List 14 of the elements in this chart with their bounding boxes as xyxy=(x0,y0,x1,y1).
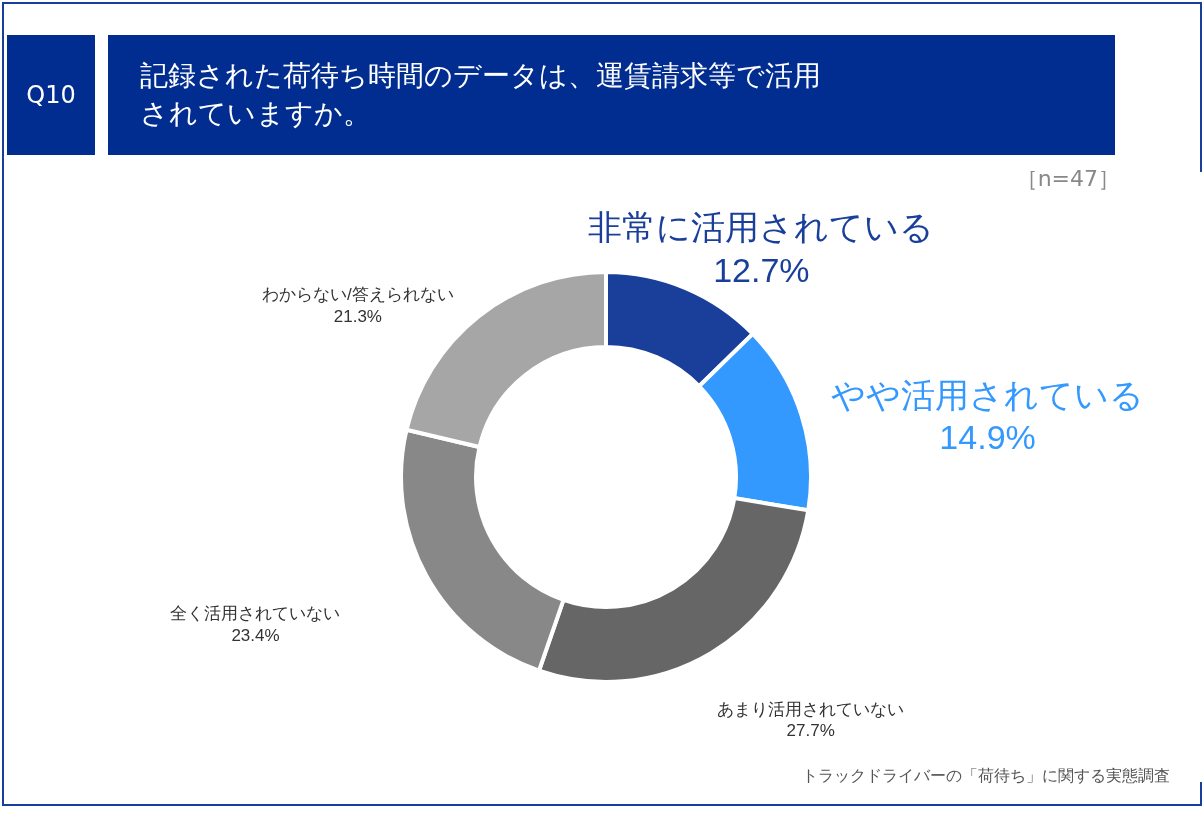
slice-label: あまり活用されていない xyxy=(717,699,905,719)
data-label: 14.9% xyxy=(939,418,1036,457)
chart-title: 記録された荷待ち時間のデータは、運賃請求等で活用されていますか。 xyxy=(140,58,822,132)
text: ［n=47］ xyxy=(1015,165,1120,193)
data-label: 21.3% xyxy=(333,306,382,326)
slice-label: やや活用されている xyxy=(831,375,1145,414)
data-label: 27.7% xyxy=(786,720,835,740)
text: トラックドライバーの「荷待ち」に関する実態調査 xyxy=(802,766,1170,787)
slice-label: わからない/答えられない xyxy=(262,285,454,305)
slice-label: 全く活用されていない xyxy=(170,604,341,624)
data-label: 12.7% xyxy=(713,250,810,289)
text: Q10 xyxy=(7,35,95,155)
data-label: 23.4% xyxy=(231,625,280,645)
slice-label: 非常に活用されている xyxy=(588,208,935,247)
